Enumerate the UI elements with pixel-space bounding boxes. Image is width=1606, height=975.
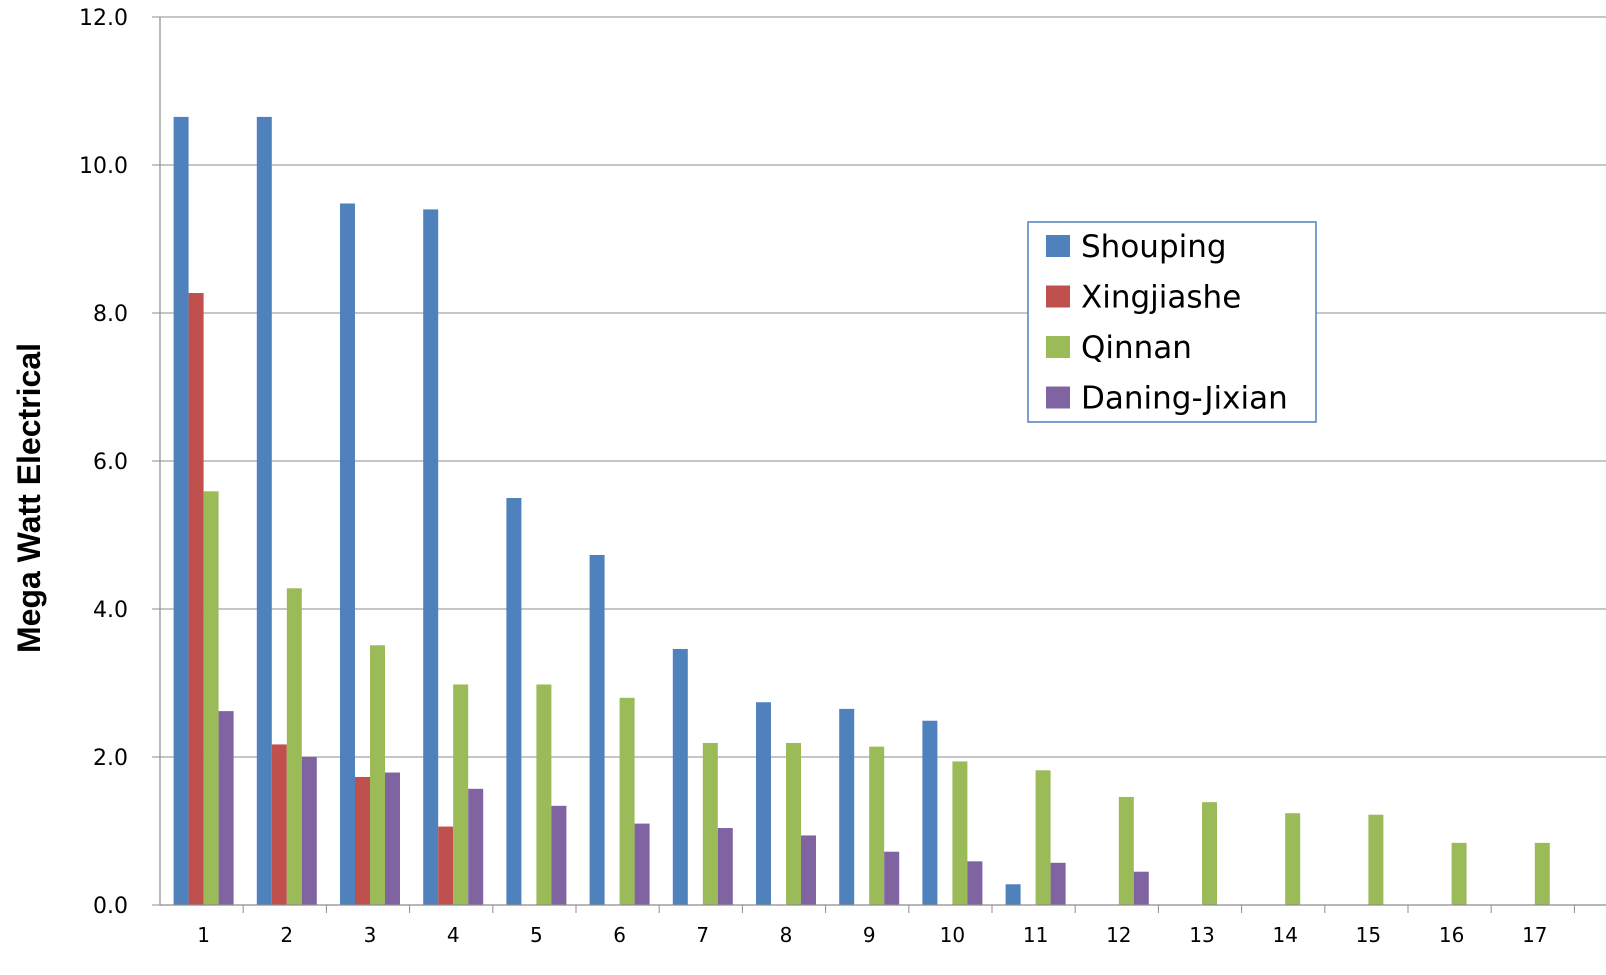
bar-shouping-8 (756, 702, 771, 905)
x-tick-label: 4 (447, 923, 460, 947)
bar-qinnan-2 (286, 588, 302, 905)
bar-qinnan-13 (1202, 802, 1217, 905)
x-tick-label: 12 (1106, 923, 1131, 947)
legend-swatch (1046, 285, 1070, 308)
legend-swatch (1046, 386, 1070, 409)
bar-qinnan-3 (370, 645, 385, 905)
grid-lines (160, 16, 1606, 758)
x-tick-label: 2 (280, 923, 293, 947)
x-tick-label: 9 (863, 923, 876, 947)
bar-daning-jixian-3 (385, 772, 400, 905)
x-tick-label: 17 (1522, 923, 1547, 947)
x-tick-label: 15 (1356, 923, 1381, 947)
bar-qinnan-7 (702, 742, 718, 905)
y-tick-labels: 0.0 2.0 4.0 6.0 8.0 10.0 12.0 (79, 6, 128, 919)
axes (152, 16, 1606, 913)
bar-daning-jixian-12 (1133, 871, 1149, 905)
bar-shouping-2 (256, 116, 272, 905)
bar-qinnan-14 (1285, 813, 1301, 905)
legend-label: Qinnan (1081, 330, 1192, 366)
bar-daning-jixian-11 (1050, 862, 1066, 905)
bar-shouping-1 (173, 116, 189, 905)
bar-xingjiashe-4 (438, 826, 454, 905)
bar-qinnan-5 (536, 684, 552, 905)
x-tick-label: 11 (1023, 923, 1048, 947)
bar-qinnan-10 (952, 761, 968, 905)
bar-shouping-3 (340, 203, 355, 906)
legend-label: Xingjiashe (1081, 280, 1241, 316)
bar-qinnan-9 (869, 746, 885, 905)
x-tick-label: 3 (364, 923, 377, 947)
bar-shouping-11 (1005, 884, 1021, 905)
x-tick-label: 7 (696, 923, 709, 947)
x-tick-label: 8 (780, 923, 793, 947)
x-tick-label: 5 (530, 923, 543, 947)
bar-qinnan-8 (786, 742, 801, 905)
bar-qinnan-12 (1118, 796, 1134, 905)
legend-swatch (1046, 336, 1070, 358)
legend-box (1027, 221, 1317, 423)
bar-daning-jixian-4 (468, 788, 484, 905)
y-tick-label: 0.0 (93, 894, 128, 919)
bar-xingjiashe-3 (355, 776, 370, 905)
y-tick-label: 10.0 (79, 154, 128, 179)
y-tick-label: 12.0 (79, 6, 128, 31)
bar-daning-jixian-10 (967, 861, 983, 905)
bar-xingjiashe-2 (271, 744, 287, 905)
bar-qinnan-1 (203, 491, 219, 905)
bar-daning-jixian-9 (884, 851, 900, 905)
bar-daning-jixian-2 (301, 757, 317, 905)
x-tick-label: 1 (197, 923, 210, 947)
y-tick-label: 4.0 (93, 598, 128, 623)
bar-qinnan-15 (1368, 814, 1384, 905)
legend-label: Daning-Jixian (1081, 381, 1288, 417)
bar-daning-jixian-5 (551, 805, 567, 905)
x-tick-label: 6 (613, 923, 626, 947)
bar-shouping-5 (506, 498, 522, 905)
legend-label: Shouping (1081, 229, 1227, 265)
legend-items: Shouping Xingjiashe Qinnan Daning-Jixian (1046, 229, 1288, 417)
bar-daning-jixian-8 (801, 835, 816, 905)
x-tick-labels: 1 2 3 4 5 6 7 8 9 10 11 12 13 14 15 16 17 (197, 923, 1547, 947)
x-tick-label: 10 (940, 923, 965, 947)
y-tick-label: 6.0 (93, 450, 128, 475)
bar-daning-jixian-7 (717, 828, 733, 905)
legend-swatch (1046, 235, 1070, 257)
bar-shouping-6 (589, 554, 605, 905)
y-tick-label: 8.0 (93, 302, 128, 327)
bar-qinnan-6 (619, 697, 635, 905)
bar-shouping-9 (839, 708, 855, 905)
bar-shouping-10 (922, 720, 938, 905)
legend: Shouping Xingjiashe Qinnan Daning-Jixian (1027, 221, 1317, 423)
bar-qinnan-11 (1035, 770, 1051, 905)
bar-shouping-4 (423, 209, 439, 905)
bar-qinnan-16 (1451, 842, 1467, 905)
x-tick-label: 14 (1272, 923, 1297, 947)
bar-qinnan-17 (1534, 842, 1550, 905)
x-tick-label: 16 (1439, 923, 1464, 947)
y-tick-label: 2.0 (93, 746, 128, 771)
x-tick-label: 13 (1189, 923, 1214, 947)
bar-shouping-7 (672, 648, 688, 905)
bars (173, 116, 1550, 906)
bar-xingjiashe-1 (188, 293, 204, 905)
y-axis-title: Mega Watt Electrical (11, 343, 47, 653)
bar-daning-jixian-6 (634, 823, 650, 905)
bar-daning-jixian-1 (218, 711, 234, 905)
bar-qinnan-4 (453, 684, 469, 905)
